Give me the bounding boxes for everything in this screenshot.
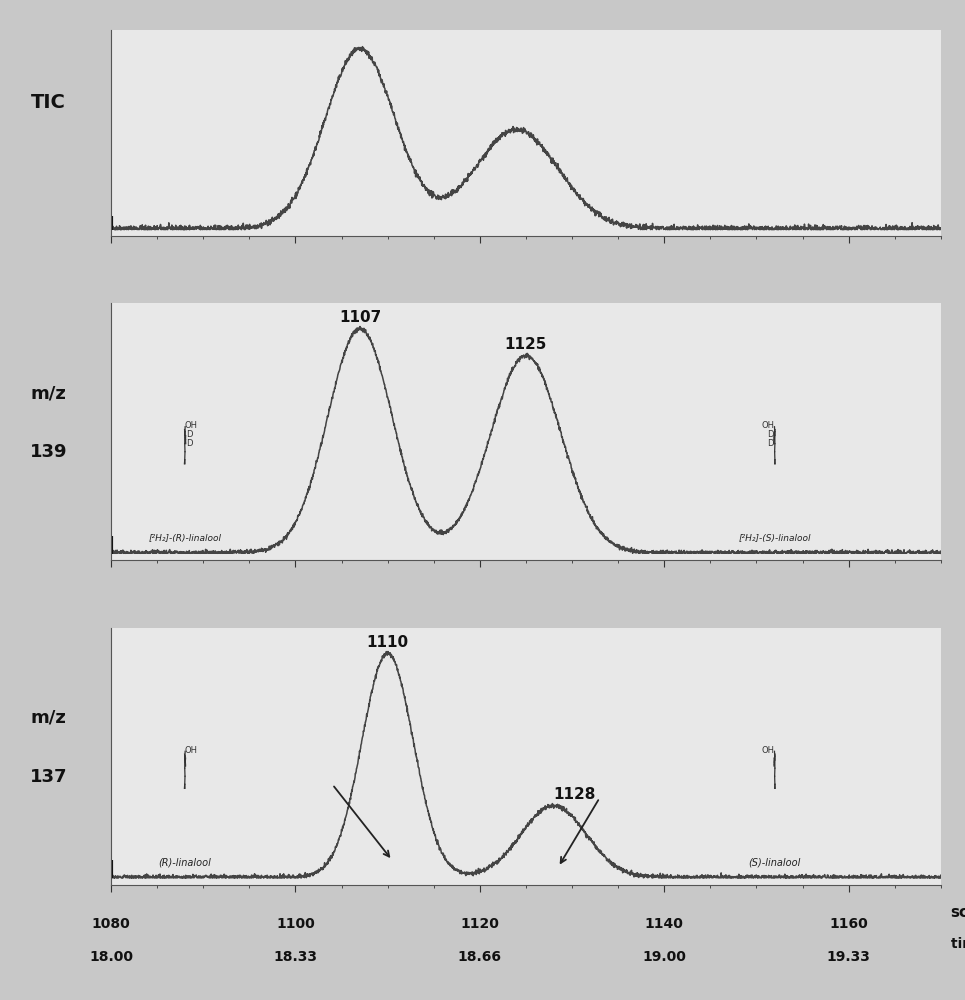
- Text: D: D: [185, 430, 192, 439]
- Text: (R)-linalool: (R)-linalool: [158, 857, 211, 867]
- Text: D: D: [767, 439, 774, 448]
- Text: 1128: 1128: [554, 787, 596, 802]
- Text: 19.00: 19.00: [643, 950, 686, 964]
- Text: 137: 137: [30, 768, 68, 786]
- Text: 1120: 1120: [460, 917, 499, 931]
- Text: m/z: m/z: [31, 709, 67, 727]
- Text: 18.00: 18.00: [89, 950, 133, 964]
- Text: 19.33: 19.33: [827, 950, 870, 964]
- Text: [²H₂]-(R)-linalool: [²H₂]-(R)-linalool: [149, 534, 221, 543]
- Text: D: D: [186, 439, 192, 448]
- Text: OH: OH: [185, 421, 198, 430]
- Text: 18.66: 18.66: [457, 950, 502, 964]
- Text: 1107: 1107: [339, 310, 381, 325]
- Text: 1140: 1140: [645, 917, 683, 931]
- Text: OH: OH: [185, 746, 198, 755]
- Text: OH: OH: [761, 421, 775, 430]
- Text: D: D: [767, 430, 774, 439]
- Text: scan: scan: [951, 905, 965, 920]
- Text: 1110: 1110: [367, 635, 408, 650]
- Text: m/z: m/z: [31, 384, 67, 402]
- Text: 18.33: 18.33: [273, 950, 317, 964]
- Text: (S)-linalool: (S)-linalool: [749, 857, 801, 867]
- Text: 1125: 1125: [505, 337, 547, 352]
- Text: 1160: 1160: [829, 917, 868, 931]
- Text: [²H₂]-(S)-linalool: [²H₂]-(S)-linalool: [738, 534, 812, 543]
- Text: 139: 139: [30, 443, 68, 461]
- Text: 1080: 1080: [92, 917, 130, 931]
- Text: time [min]: time [min]: [951, 937, 965, 951]
- Text: OH: OH: [761, 746, 775, 755]
- Text: TIC: TIC: [31, 93, 67, 112]
- Text: 1100: 1100: [276, 917, 315, 931]
